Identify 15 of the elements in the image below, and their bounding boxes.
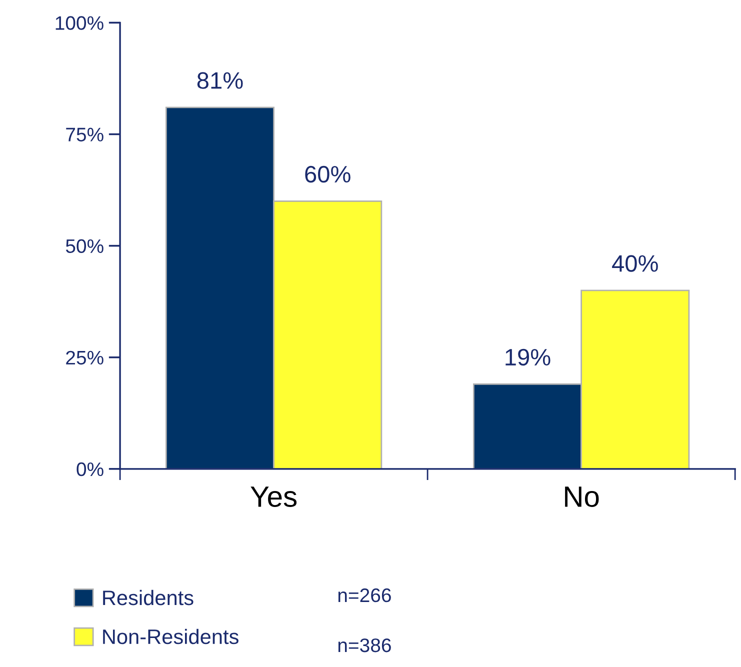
legend-label: Residents bbox=[103, 590, 194, 606]
data-label: 81% bbox=[197, 72, 243, 89]
x-tick-label: Yes bbox=[250, 486, 297, 507]
y-tick-label: 25% bbox=[66, 350, 104, 365]
y-tick-label: 50% bbox=[66, 239, 104, 254]
y-tick-label: 75% bbox=[66, 128, 104, 142]
y-tick-label: 0% bbox=[76, 462, 104, 476]
x-tick-label: No bbox=[565, 486, 599, 507]
data-label: 40% bbox=[612, 255, 658, 272]
legend-label: Non-Residents bbox=[103, 628, 238, 644]
text: n=386 bbox=[338, 638, 391, 652]
data-label: 19% bbox=[506, 348, 550, 366]
y-tick-label: 100% bbox=[56, 16, 104, 30]
data-label: 60% bbox=[305, 166, 350, 183]
text: n=266 bbox=[338, 588, 391, 602]
